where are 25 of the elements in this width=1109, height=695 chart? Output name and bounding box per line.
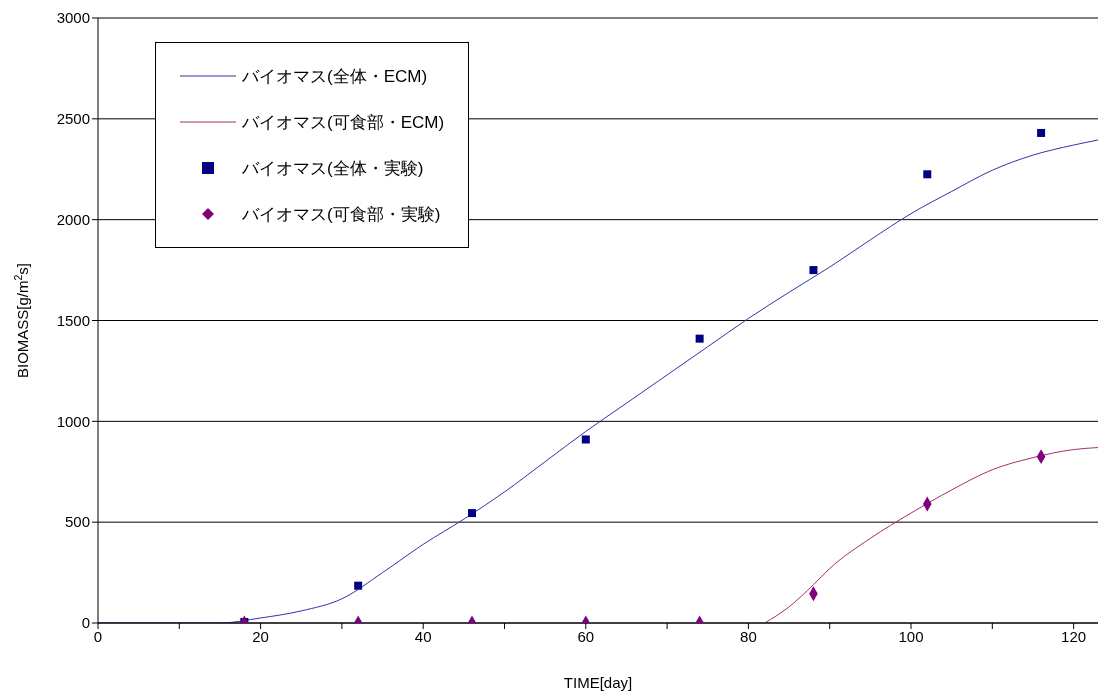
legend-label: バイオマス(可食部・ECM)	[242, 111, 445, 134]
line-series	[764, 447, 1098, 623]
y-tick-label: 1000	[56, 412, 90, 430]
x-tick-label: 60	[577, 627, 595, 645]
y-tick-label: 2000	[56, 210, 90, 228]
x-tick-label: 0	[93, 627, 103, 645]
x-tick-label: 120	[1061, 627, 1087, 645]
y-tick-label: 500	[64, 513, 90, 531]
y-tick-label: 0	[81, 614, 90, 632]
point	[695, 334, 704, 343]
point	[1037, 128, 1046, 137]
y-tick-label: 2500	[56, 110, 90, 128]
point	[581, 435, 590, 444]
legend-label: バイオマス(可食部・実験)	[242, 203, 441, 226]
x-axis-title: TIME[day]	[563, 674, 633, 691]
y-tick-label: 1500	[56, 311, 90, 329]
point	[923, 170, 932, 179]
y-tick-label: 3000	[56, 9, 90, 27]
x-tick-label: 100	[898, 627, 924, 645]
point	[809, 266, 818, 275]
legend-label: バイオマス(全体・ECM)	[242, 65, 428, 88]
x-tick-label: 20	[252, 627, 269, 645]
x-tick-label: 40	[414, 627, 432, 645]
x-tick-label: 80	[740, 627, 757, 645]
legend-label: バイオマス(全体・実験)	[242, 157, 424, 180]
